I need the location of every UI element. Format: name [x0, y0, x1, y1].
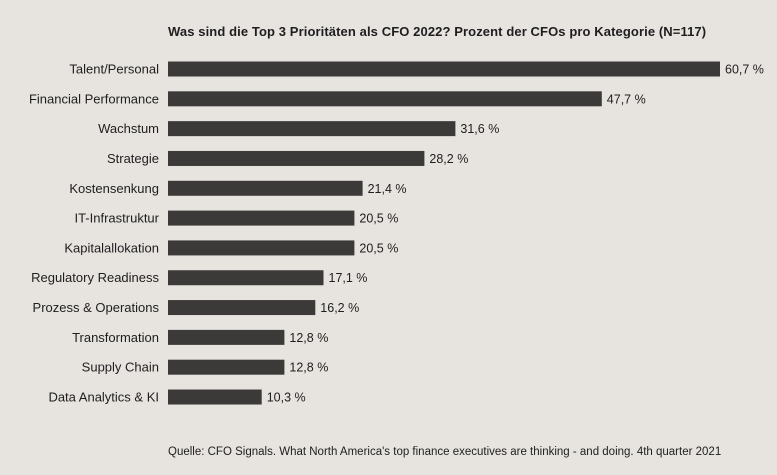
category-label: Wachstum [98, 121, 159, 136]
bar [168, 300, 316, 316]
bar [168, 329, 285, 345]
value-label: 31,6 % [460, 122, 499, 136]
value-label: 12,8 % [289, 361, 328, 375]
bar [168, 91, 602, 107]
category-label: Kostensenkung [69, 181, 159, 196]
bar [168, 180, 363, 196]
value-label: 60,7 % [725, 63, 764, 77]
value-label: 20,5 % [359, 241, 398, 255]
value-label: 21,4 % [368, 182, 407, 196]
chart-title: Was sind die Top 3 Prioritäten als CFO 2… [168, 24, 707, 39]
source-note: Quelle: CFO Signals. What North America'… [168, 446, 722, 458]
bar [168, 210, 355, 226]
bar [168, 389, 262, 405]
value-label: 20,5 % [359, 212, 398, 226]
category-label: Talent/Personal [69, 62, 159, 77]
bar [168, 121, 456, 137]
bar [168, 61, 720, 77]
value-label: 17,1 % [329, 271, 368, 285]
category-label: Supply Chain [82, 360, 159, 375]
category-label: IT-Infrastruktur [74, 211, 159, 226]
value-label: 47,7 % [607, 92, 646, 106]
category-label: Kapitalallokation [64, 240, 159, 255]
category-label: Prozess & Operations [33, 300, 160, 315]
bar [168, 359, 285, 375]
category-label: Data Analytics & KI [48, 390, 159, 405]
category-label: Regulatory Readiness [31, 270, 159, 285]
category-label: Transformation [72, 330, 159, 345]
bar [168, 240, 355, 256]
value-label: 16,2 % [320, 301, 359, 315]
bar [168, 270, 324, 286]
value-label: 12,8 % [289, 331, 328, 345]
value-label: 28,2 % [429, 152, 468, 166]
bar [168, 150, 425, 166]
value-label: 10,3 % [267, 391, 306, 405]
category-label: Financial Performance [29, 91, 159, 106]
category-label: Strategie [107, 151, 159, 166]
